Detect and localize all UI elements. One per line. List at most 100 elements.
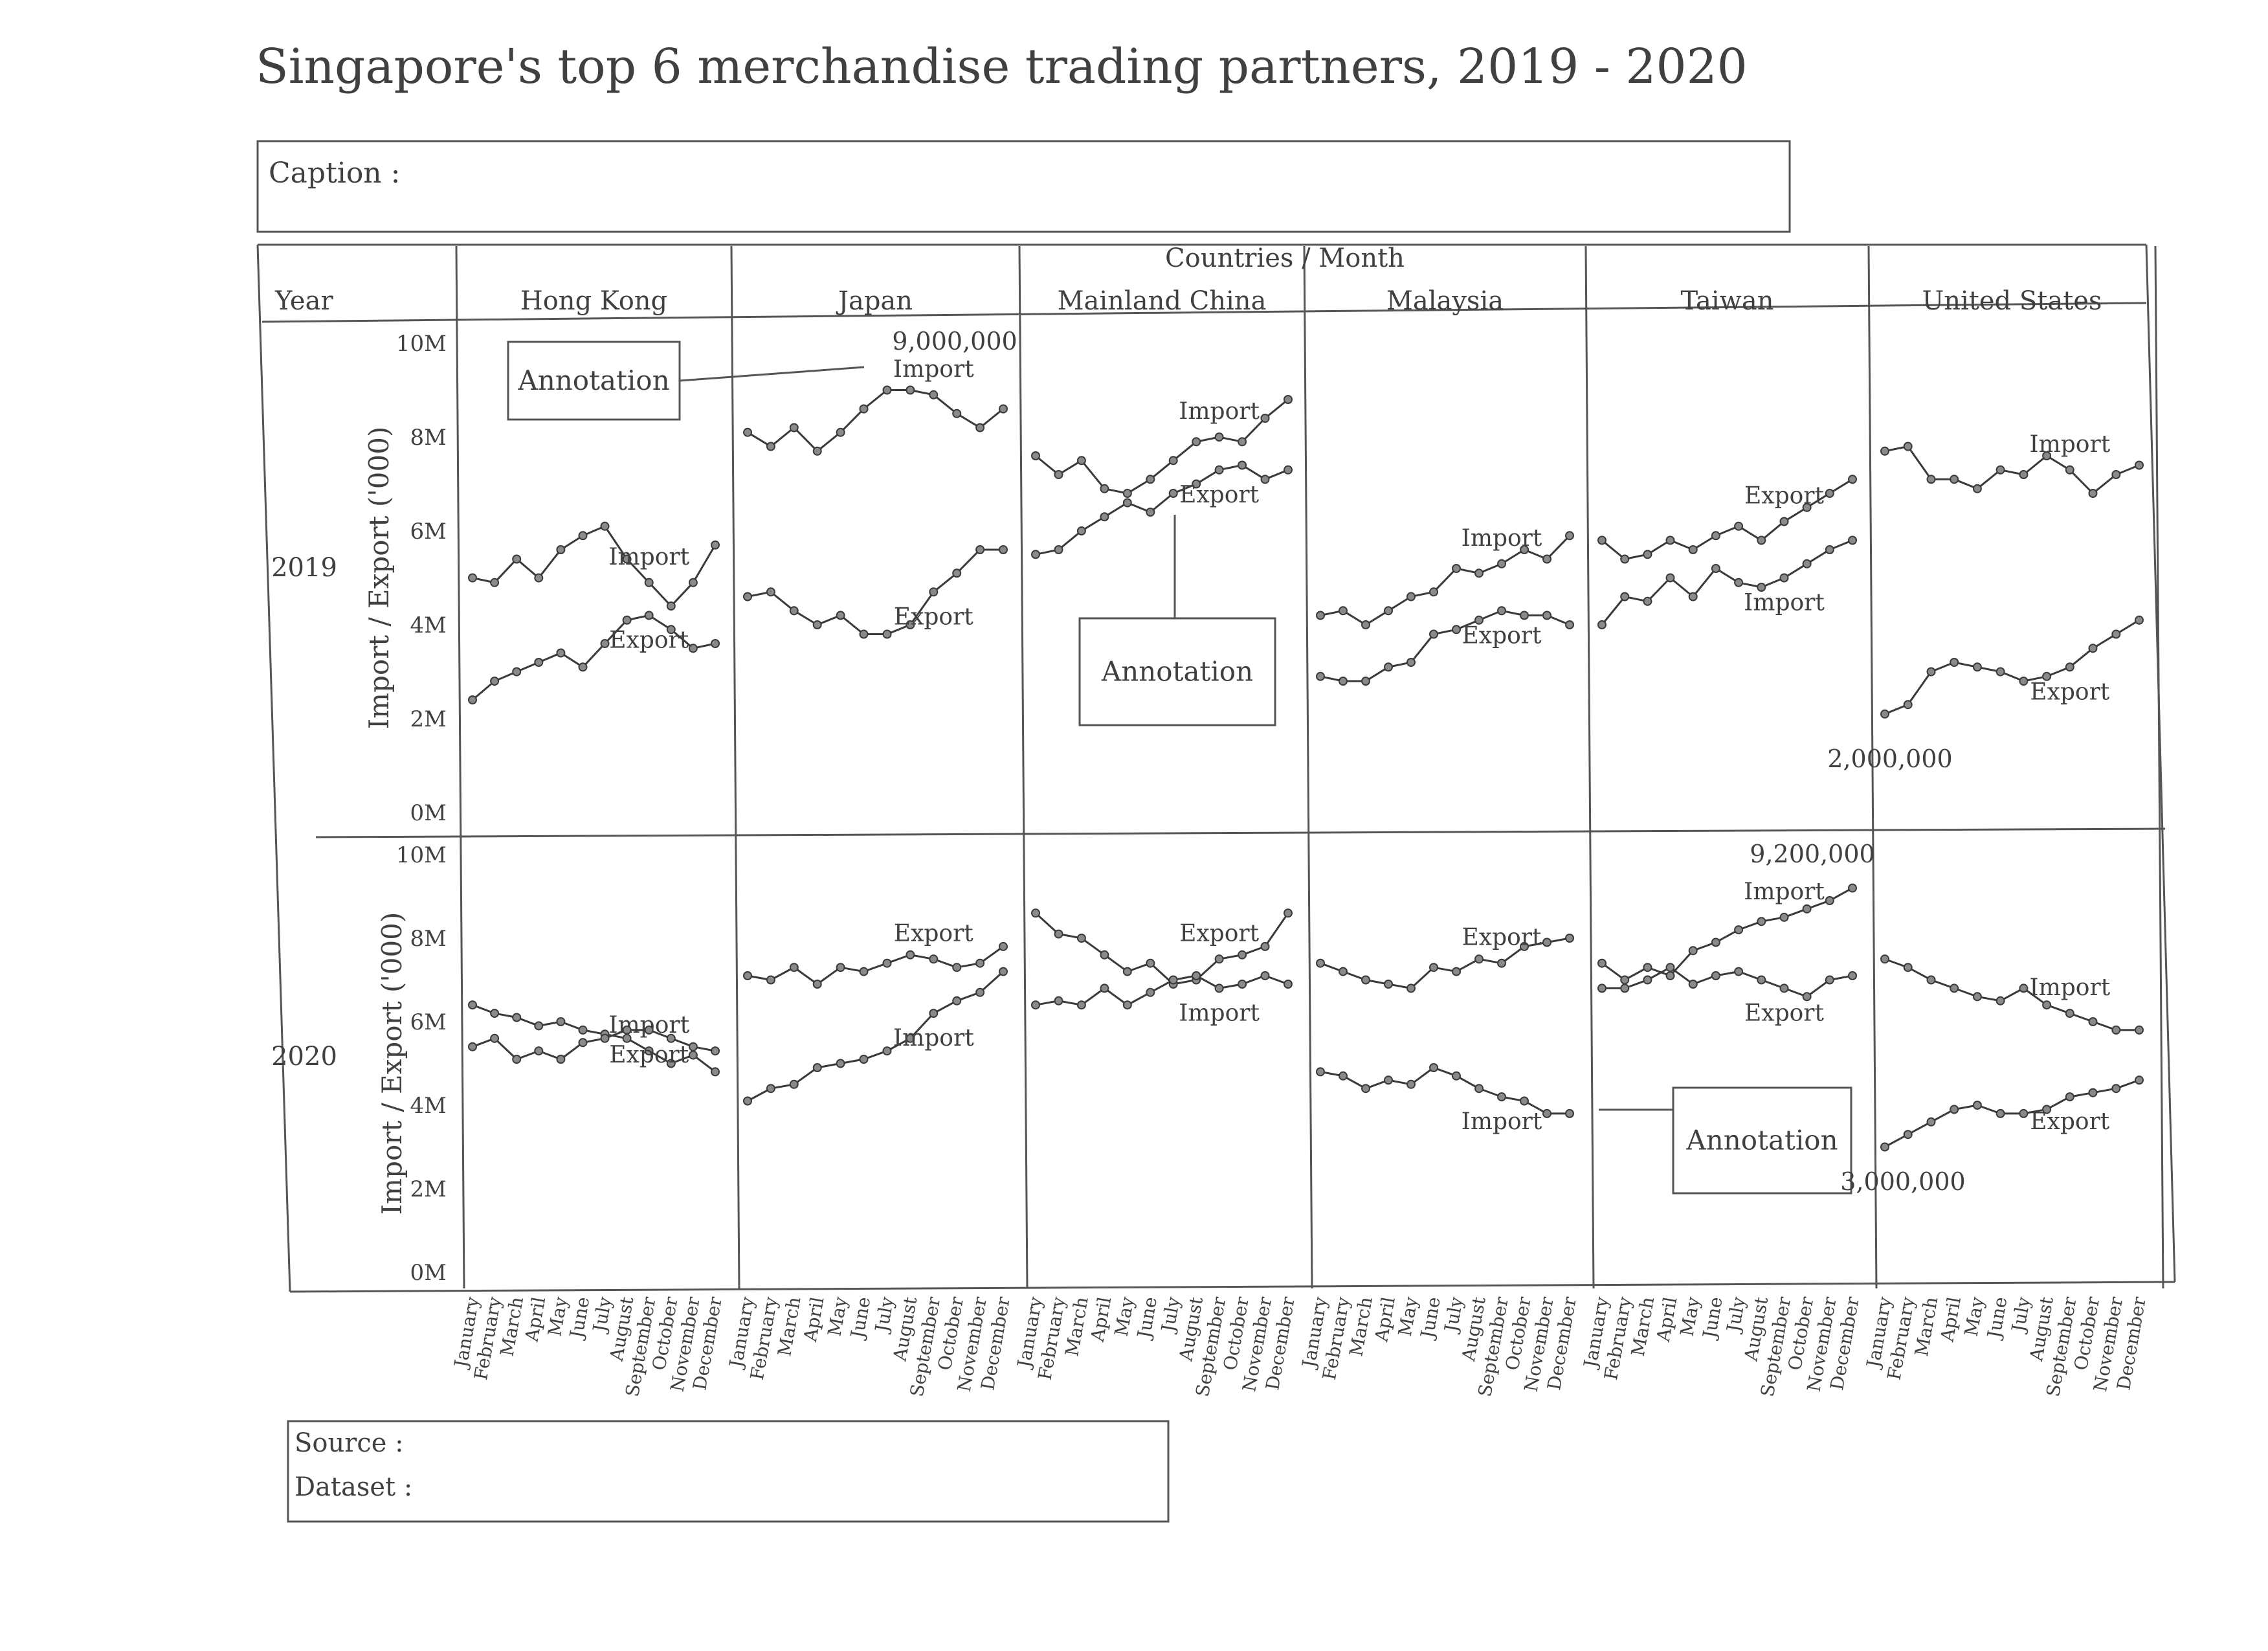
series-line — [747, 548, 1003, 635]
header-divider — [261, 302, 2147, 323]
year-label: 2019 — [271, 553, 337, 583]
data-point — [789, 1079, 799, 1089]
data-point — [1779, 517, 1789, 526]
data-point — [468, 1042, 477, 1051]
data-point — [1757, 975, 1766, 985]
data-point — [512, 554, 522, 564]
series-label: Import — [2029, 431, 2110, 458]
data-point — [1802, 904, 1812, 914]
data-point — [1316, 958, 1325, 968]
data-point — [1597, 535, 1606, 545]
data-point — [975, 958, 985, 968]
data-point — [600, 1033, 610, 1043]
data-point — [906, 385, 915, 395]
data-point — [644, 611, 654, 620]
data-point — [1779, 573, 1789, 583]
data-point — [1779, 983, 1789, 993]
panel: Export Import — [1031, 908, 1293, 1026]
series-label: Export — [1179, 920, 1260, 947]
frame-left — [256, 244, 291, 1292]
data-point — [929, 1009, 939, 1018]
data-point — [1643, 550, 1652, 559]
data-point — [766, 442, 775, 451]
series-label: Export — [1462, 622, 1542, 649]
series-label: Export — [1744, 483, 1825, 510]
data-point — [1406, 983, 1416, 993]
data-point — [1620, 592, 1630, 601]
series-label: Export — [1462, 925, 1542, 951]
data-point — [1214, 465, 1224, 475]
data-point — [1497, 958, 1506, 968]
row-header: Year — [274, 286, 333, 316]
data-point — [578, 1025, 588, 1035]
data-point — [1665, 963, 1675, 972]
data-point — [512, 1013, 522, 1022]
data-point — [1848, 971, 1857, 980]
data-point — [1214, 432, 1224, 442]
data-point — [578, 1038, 588, 1048]
series-label: Export — [2030, 679, 2110, 705]
data-point — [556, 545, 566, 554]
data-point — [2135, 1025, 2144, 1035]
data-point — [1996, 1108, 2005, 1118]
panel: Import Export — [468, 1000, 720, 1077]
data-point — [1122, 498, 1132, 508]
data-point — [468, 695, 477, 704]
data-point — [1972, 484, 1982, 493]
series-label: Import — [1462, 1108, 1542, 1135]
data-point — [1734, 578, 1744, 587]
data-point — [743, 592, 752, 601]
data-point — [812, 620, 822, 629]
data-point — [1665, 971, 1675, 980]
y-tick-label: 8M — [410, 425, 447, 451]
series-label: Import — [893, 356, 974, 383]
column-divider-2 — [1018, 245, 1028, 1289]
data-point — [1497, 1092, 1506, 1102]
data-point — [1903, 1130, 1913, 1140]
data-point — [1597, 983, 1606, 993]
data-point — [1238, 460, 1247, 470]
data-point — [2019, 470, 2029, 479]
data-point — [1880, 446, 1889, 456]
panel: Import Export — [1880, 954, 2144, 1152]
data-point — [1260, 941, 1270, 951]
data-point — [1825, 975, 1834, 985]
data-point — [1688, 545, 1698, 554]
series-label: Import — [1744, 879, 1825, 905]
data-point — [1031, 550, 1040, 559]
data-point — [578, 531, 588, 541]
data-point — [2111, 470, 2121, 479]
data-point — [1168, 456, 1178, 466]
data-point — [952, 996, 962, 1005]
data-point — [2111, 629, 2121, 639]
table-frame — [256, 243, 2176, 1293]
data-point — [490, 1033, 500, 1043]
data-point — [1996, 465, 2005, 475]
data-point — [1950, 658, 1959, 667]
data-point — [1597, 958, 1606, 968]
data-point — [2065, 662, 2074, 672]
value-label: 2,000,000 — [1827, 745, 1952, 773]
data-point — [836, 1059, 845, 1068]
country-labels: Hong Kong Japan Mainland China Malaysia Taiw… — [520, 286, 2102, 316]
data-point — [929, 390, 939, 399]
data-point — [1316, 1067, 1325, 1077]
data-point — [468, 1000, 477, 1010]
data-point — [2135, 615, 2144, 625]
column-divider-0 — [455, 245, 465, 1289]
data-point — [999, 404, 1008, 414]
data-point — [2088, 489, 2098, 498]
data-point — [1972, 1101, 1982, 1110]
data-point — [1031, 1000, 1040, 1010]
data-point — [1802, 559, 1812, 568]
country-label: Japan — [836, 286, 913, 316]
data-point — [1474, 568, 1484, 578]
data-point — [1779, 912, 1789, 922]
data-point — [999, 941, 1008, 951]
panel: Import Export — [1880, 431, 2144, 719]
data-point — [1429, 963, 1438, 972]
data-point — [468, 573, 477, 583]
data-point — [882, 629, 892, 639]
data-point — [1122, 489, 1132, 498]
